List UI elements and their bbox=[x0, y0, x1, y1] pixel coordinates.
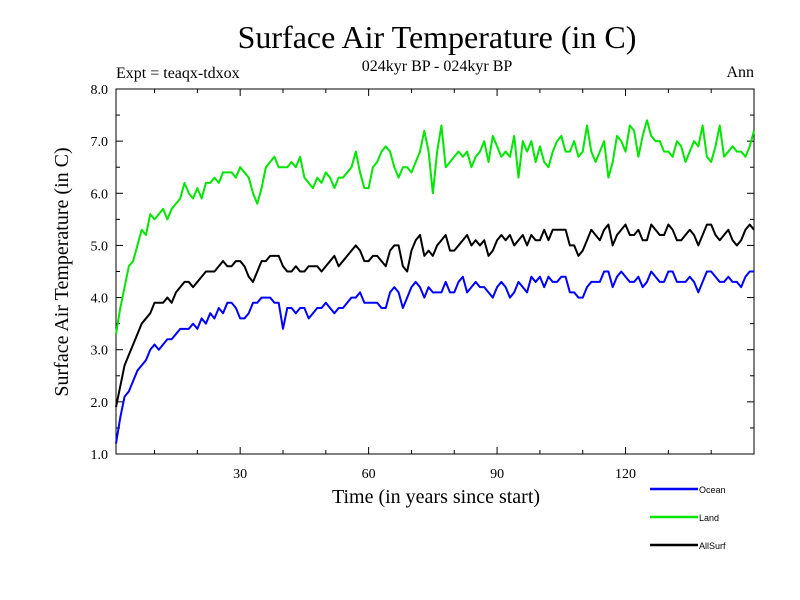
y-tick-label: 3.0 bbox=[91, 344, 109, 359]
x-tick-label: 90 bbox=[490, 467, 504, 482]
legend-label-allsurf: AllSurf bbox=[699, 541, 726, 551]
series-line-allsurf bbox=[115, 223, 755, 408]
y-tick-label: 6.0 bbox=[91, 187, 109, 202]
y-tick-label: 1.0 bbox=[91, 448, 109, 463]
x-tick-label: 60 bbox=[362, 467, 376, 482]
x-tick-label: 120 bbox=[615, 467, 636, 482]
legend-label-land: Land bbox=[699, 513, 719, 523]
x-tick-label: 30 bbox=[233, 467, 247, 482]
plot-area bbox=[115, 119, 755, 444]
series-line-land bbox=[115, 119, 755, 335]
y-tick-label: 8.0 bbox=[91, 83, 109, 98]
y-tick-label: 4.0 bbox=[91, 292, 109, 307]
legend: Ocean Land AllSurf bbox=[650, 485, 726, 551]
season-label: Ann bbox=[726, 64, 754, 81]
chart-subtitle: 024kyr BP - 024kyr BP bbox=[362, 58, 513, 75]
chart-title: Surface Air Temperature (in C) bbox=[238, 19, 637, 55]
experiment-label: Expt = teaqx-tdxox bbox=[116, 65, 240, 82]
y-tick-label: 2.0 bbox=[91, 396, 109, 411]
x-axis: 30 60 90 120 bbox=[154, 89, 712, 482]
y-tick-label: 5.0 bbox=[91, 239, 109, 254]
y-tick-label: 7.0 bbox=[91, 135, 109, 150]
y-axis: 1.0 2.0 3.0 4.0 5.0 6.0 7.0 8.0 bbox=[91, 83, 754, 463]
y-axis-label: Surface Air Temperature (in C) bbox=[51, 147, 73, 396]
x-axis-label: Time (in years since start) bbox=[332, 486, 540, 508]
legend-label-ocean: Ocean bbox=[699, 485, 726, 495]
series-line-ocean bbox=[115, 270, 754, 444]
